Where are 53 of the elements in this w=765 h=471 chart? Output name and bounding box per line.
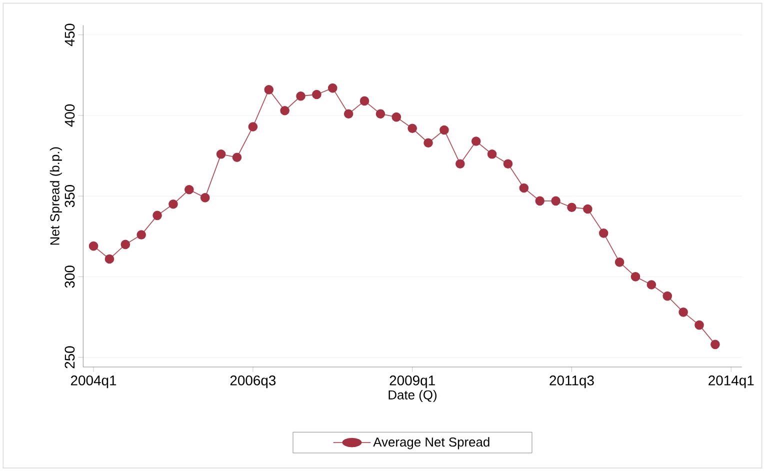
point xyxy=(152,210,162,220)
x-tick-label: 2004q1 xyxy=(70,375,116,388)
point xyxy=(646,280,656,290)
point xyxy=(583,204,592,214)
point xyxy=(519,183,529,193)
point xyxy=(328,83,338,93)
point xyxy=(456,159,465,168)
point xyxy=(694,320,704,330)
y-axis-title: Net Spread (b.p.) xyxy=(50,147,62,245)
point xyxy=(567,202,576,212)
point xyxy=(264,84,274,94)
point xyxy=(120,240,130,250)
y-tick-label: 300 xyxy=(64,266,75,288)
point xyxy=(216,149,226,159)
point xyxy=(392,112,402,122)
y-tick-label: 400 xyxy=(64,104,75,127)
point xyxy=(710,340,720,350)
point xyxy=(630,272,640,282)
point xyxy=(376,109,386,118)
x-tick-label: 2014q1 xyxy=(708,375,754,388)
point xyxy=(200,192,210,202)
point xyxy=(487,149,497,159)
x-tick-label: 2006q3 xyxy=(230,375,276,388)
point xyxy=(248,122,258,132)
point xyxy=(551,196,560,206)
point xyxy=(168,199,178,209)
point xyxy=(88,241,98,251)
point xyxy=(662,291,672,301)
point xyxy=(104,254,114,264)
point xyxy=(280,106,290,116)
point xyxy=(344,109,354,118)
point xyxy=(614,257,624,267)
y-tick-label: 350 xyxy=(64,184,75,208)
legend-label: Average Net Spread xyxy=(373,437,490,450)
point xyxy=(535,196,545,206)
y-tick-label: 450 xyxy=(64,24,75,46)
point xyxy=(360,96,370,106)
point xyxy=(312,90,322,100)
x-tick-label: 2009q1 xyxy=(390,375,435,388)
x-axis-title: Date (Q) xyxy=(388,390,436,402)
x-tick-label: 2011q3 xyxy=(550,375,594,388)
point xyxy=(440,125,449,135)
point xyxy=(296,91,306,101)
point xyxy=(424,138,433,148)
point xyxy=(503,159,513,168)
point xyxy=(184,184,194,194)
point xyxy=(678,307,688,317)
y-tick-label: 250 xyxy=(64,346,75,368)
point xyxy=(232,152,242,162)
point xyxy=(471,136,481,146)
point xyxy=(598,228,608,238)
point xyxy=(408,124,417,133)
point xyxy=(136,230,146,240)
